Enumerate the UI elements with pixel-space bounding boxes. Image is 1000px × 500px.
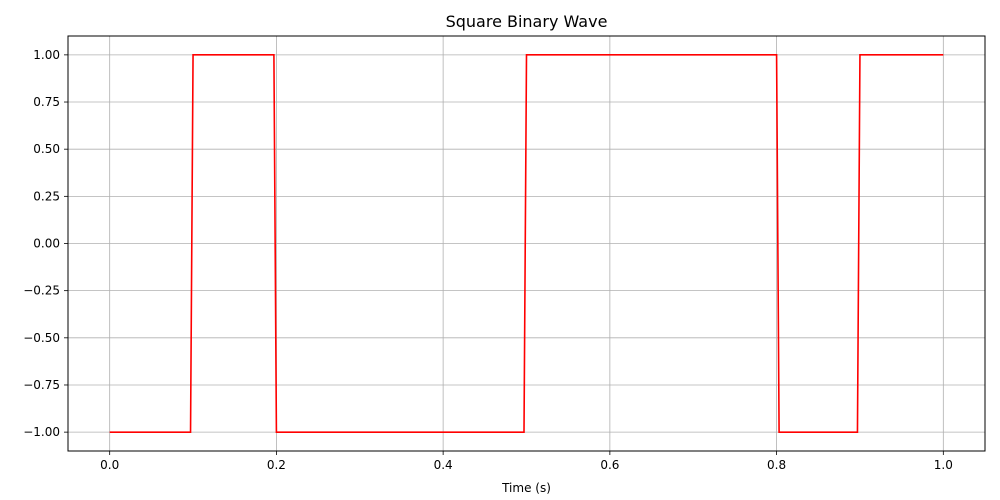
y-tick-label: −1.00 — [23, 425, 60, 439]
x-tick-label: 1.0 — [934, 458, 953, 472]
ticks-layer: 0.0 0.2 0.4 0.6 0.8 1.0 1.00 0.75 0.50 0.25 0.00 −0… — [23, 48, 953, 472]
series-line — [109, 54, 944, 433]
x-tick-label: 0.0 — [100, 458, 119, 472]
y-tick-label: 0.00 — [33, 237, 60, 251]
y-tick-label: 0.50 — [33, 142, 60, 156]
y-tick-label: 1.00 — [33, 48, 60, 62]
y-tick-label: −0.50 — [23, 331, 60, 345]
series-layer — [109, 54, 944, 433]
x-tick-label: 0.2 — [267, 458, 286, 472]
grid-layer — [68, 36, 985, 451]
chart-title: Square Binary Wave — [446, 12, 608, 31]
x-tick-label: 0.8 — [767, 458, 786, 472]
x-axis-label: Time (s) — [501, 481, 551, 495]
y-tick-label: 0.25 — [33, 189, 60, 203]
x-tick-label: 0.6 — [600, 458, 619, 472]
y-tick-label: 0.75 — [33, 95, 60, 109]
y-tick-label: −0.25 — [23, 284, 60, 298]
x-tick-label: 0.4 — [434, 458, 453, 472]
y-tick-label: −0.75 — [23, 378, 60, 392]
